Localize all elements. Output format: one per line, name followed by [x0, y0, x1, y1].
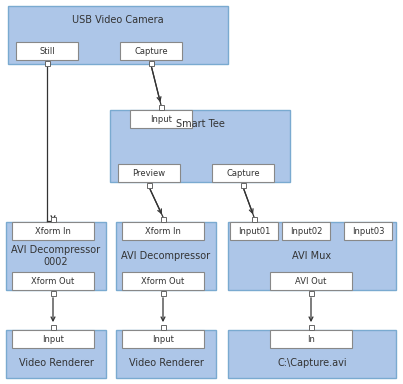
Text: Input: Input: [150, 114, 172, 124]
Text: Preview: Preview: [133, 169, 166, 177]
Bar: [230, 222, 278, 240]
Text: Video Renderer: Video Renderer: [129, 358, 204, 368]
Text: Xform Out: Xform Out: [141, 276, 185, 285]
Bar: [6, 222, 106, 290]
Bar: [309, 291, 314, 296]
Bar: [130, 110, 192, 128]
Bar: [8, 6, 228, 64]
Text: Smart Tee: Smart Tee: [176, 119, 224, 129]
Bar: [12, 272, 94, 290]
Text: Video Renderer: Video Renderer: [19, 358, 93, 368]
Text: Xform In: Xform In: [145, 227, 181, 235]
Bar: [16, 42, 78, 60]
Bar: [270, 272, 352, 290]
Bar: [45, 61, 50, 66]
Bar: [147, 183, 152, 188]
Bar: [51, 291, 56, 296]
Bar: [51, 325, 56, 330]
Bar: [228, 222, 396, 290]
Bar: [122, 330, 204, 348]
Bar: [344, 222, 392, 240]
Bar: [309, 325, 314, 330]
Bar: [212, 164, 274, 182]
Bar: [270, 330, 352, 348]
Text: AVI Decompressor: AVI Decompressor: [121, 251, 210, 261]
Text: Still: Still: [39, 46, 55, 56]
Text: Input01: Input01: [238, 227, 270, 235]
Bar: [12, 222, 94, 240]
Text: Input03: Input03: [352, 227, 384, 235]
Bar: [118, 164, 180, 182]
Bar: [282, 222, 330, 240]
Bar: [161, 291, 166, 296]
Text: Capture: Capture: [226, 169, 260, 177]
Bar: [161, 217, 166, 222]
Text: Input02: Input02: [290, 227, 322, 235]
Text: USB Video Camera: USB Video Camera: [72, 15, 164, 25]
Text: AVI Mux: AVI Mux: [293, 251, 332, 261]
Bar: [110, 110, 290, 182]
Text: Capture: Capture: [134, 46, 168, 56]
Text: Input: Input: [42, 334, 64, 344]
Bar: [149, 61, 154, 66]
Bar: [228, 330, 396, 378]
Bar: [122, 222, 204, 240]
Bar: [159, 105, 164, 110]
Bar: [161, 325, 166, 330]
Bar: [51, 217, 56, 222]
Text: Xform In: Xform In: [35, 227, 71, 235]
Bar: [122, 272, 204, 290]
Text: Input: Input: [152, 334, 174, 344]
Bar: [116, 330, 216, 378]
Bar: [6, 330, 106, 378]
Text: Xform Out: Xform Out: [31, 276, 75, 285]
Bar: [120, 42, 182, 60]
Text: C:\Capture.avi: C:\Capture.avi: [277, 358, 347, 368]
Bar: [116, 222, 216, 290]
Bar: [241, 183, 246, 188]
Bar: [12, 330, 94, 348]
Text: In: In: [307, 334, 315, 344]
Bar: [252, 217, 257, 222]
Text: AVI Out: AVI Out: [295, 276, 327, 285]
Text: AVI Decompressor
0002: AVI Decompressor 0002: [11, 245, 101, 267]
